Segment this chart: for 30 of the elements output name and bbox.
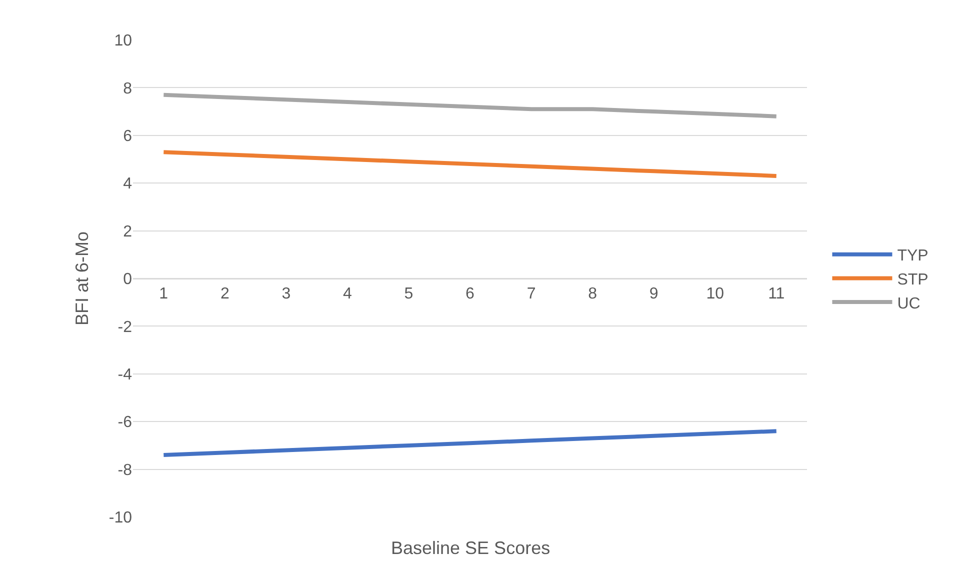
y-axis-title: BFI at 6-Mo: [72, 231, 92, 326]
x-tick-label: 10: [706, 286, 724, 303]
x-tick-label: 8: [588, 286, 598, 303]
line-series: [162, 429, 778, 457]
legend-label: STP: [897, 271, 928, 288]
legend-label: UC: [897, 295, 920, 312]
y-tick-label: 2: [123, 223, 132, 240]
y-tick-label: -2: [118, 318, 132, 336]
x-tick-label: 9: [649, 286, 658, 303]
x-tick-label: 7: [526, 286, 536, 303]
line-series: [162, 150, 778, 178]
x-tick-label: 1: [159, 286, 168, 303]
y-tick-label: -10: [108, 510, 132, 527]
x-tick-label: 6: [466, 286, 475, 303]
x-tick-label: 11: [768, 286, 785, 303]
y-tick-label: -6: [118, 414, 132, 432]
x-tick-label: 2: [220, 286, 230, 303]
x-tick-label: 3: [282, 286, 291, 303]
legend-label: TYP: [897, 248, 928, 265]
y-tick-label: 6: [123, 128, 132, 145]
x-tick-label: 4: [342, 286, 352, 303]
y-tick-label: -4: [118, 366, 132, 384]
y-tick-label: 8: [123, 80, 132, 98]
x-axis-title: Baseline SE Scores: [391, 538, 550, 558]
line-series: [162, 92, 778, 118]
x-tick-label: 5: [404, 286, 414, 303]
y-tick-label: -8: [118, 462, 132, 479]
y-tick-label: 4: [123, 176, 132, 193]
y-tick-label: 0: [123, 271, 132, 288]
y-tick-label: 10: [114, 32, 132, 50]
